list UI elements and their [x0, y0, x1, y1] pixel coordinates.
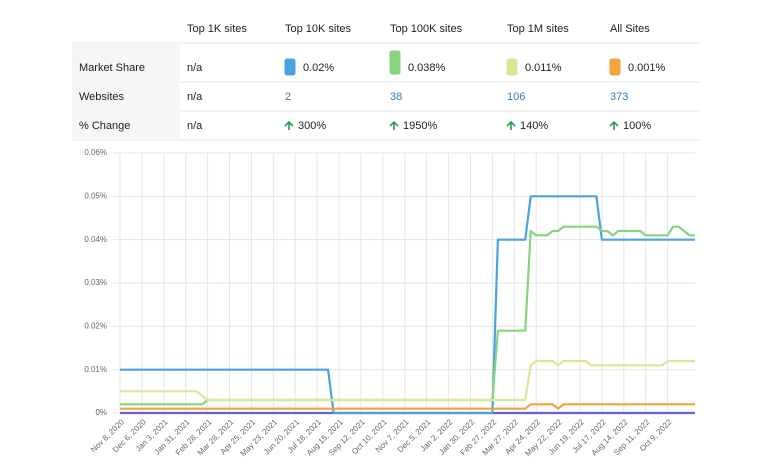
up-arrow — [284, 120, 294, 130]
table-cell: n/a — [187, 120, 203, 132]
y-tick-label: 0.02% — [84, 321, 107, 330]
y-tick-label: 0.03% — [84, 278, 107, 287]
column-header: Top 1K sites — [187, 23, 247, 35]
row-label: Websites — [79, 91, 125, 103]
series-line — [120, 225, 695, 406]
column-header: Top 100K sites — [390, 23, 463, 35]
up-arrow — [506, 120, 516, 130]
column-header: All Sites — [610, 23, 650, 35]
table-cell: 0.02% — [303, 62, 334, 74]
table-cell: 300% — [298, 120, 326, 132]
up-arrow — [389, 120, 399, 130]
up-arrow — [609, 120, 619, 130]
table-cell: 106 — [507, 91, 525, 103]
table-cell: n/a — [187, 91, 203, 103]
table-cell: 0.038% — [408, 62, 446, 74]
y-tick-label: 0.06% — [84, 148, 107, 157]
table-cell: 0.011% — [525, 62, 562, 74]
share-icon — [506, 58, 518, 76]
series-line — [120, 195, 695, 415]
share-icon — [284, 58, 296, 76]
column-header: Top 10K sites — [285, 23, 352, 35]
table-cell: n/a — [187, 62, 203, 74]
y-tick-label: 0.04% — [84, 235, 107, 244]
table-cell: 373 — [610, 91, 628, 103]
table-cell: 2 — [285, 91, 291, 103]
row-label: Market Share — [79, 62, 145, 74]
table-cell: 1950% — [403, 120, 437, 132]
share-icon — [389, 50, 401, 75]
table-cell: 100% — [623, 120, 651, 132]
label-column — [72, 43, 180, 140]
table-cell: 0.001% — [628, 62, 666, 74]
table-cell: 140% — [520, 120, 548, 132]
y-tick-label: 0% — [95, 408, 107, 417]
y-tick-label: 0.05% — [84, 191, 107, 200]
share-icon — [609, 58, 621, 76]
row-label: % Change — [79, 120, 130, 132]
series-line — [120, 403, 695, 410]
column-header: Top 1M sites — [507, 23, 569, 35]
table-cell: 38 — [390, 91, 402, 103]
series-line — [120, 359, 695, 402]
y-tick-label: 0.01% — [84, 365, 107, 374]
